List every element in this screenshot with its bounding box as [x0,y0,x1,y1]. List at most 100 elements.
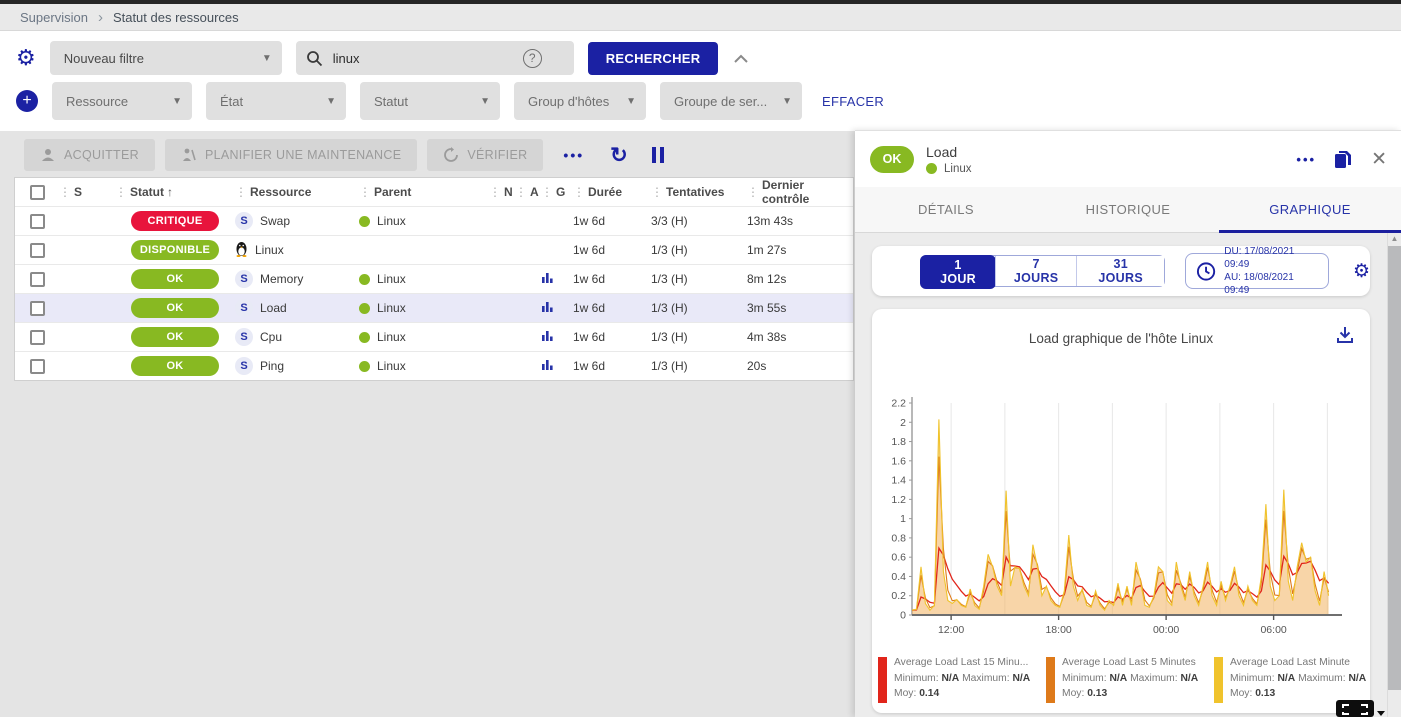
column-header-n[interactable]: ⋮ N [489,185,515,199]
column-header-tentatives[interactable]: ⋮ Tentatives [651,185,747,199]
more-actions-icon[interactable]: ••• [563,147,585,163]
drag-handle-icon[interactable]: ⋮ [115,185,127,199]
criteria-status-select[interactable]: Statut ▼ [360,82,500,120]
legend-item[interactable]: Average Load Last 15 Minu... Minimum: N/A… [878,655,1046,703]
column-header-dernier-contr-le[interactable]: ⋮ Dernier contrôle [747,178,853,206]
legend-min-max: Minimum: N/A Maximum: N/A [894,672,1031,684]
table-body: CRITIQUE S Swap Linux 1w 6d 3/3 (H) 13m 43s DIS… [15,206,853,380]
drag-handle-icon[interactable]: ⋮ [59,185,71,199]
graph-indicator-icon[interactable] [541,329,554,345]
select-all-checkbox[interactable] [29,184,45,200]
parent-name[interactable]: Linux [377,359,406,373]
drag-handle-icon[interactable]: ⋮ [651,185,663,199]
column-header-statut[interactable]: ⋮ Statut ↑ [115,185,235,199]
breadcrumb-section[interactable]: Supervision [20,9,88,25]
search-input[interactable] [332,50,513,66]
row-checkbox[interactable] [29,358,45,374]
column-header-s[interactable]: ⋮ S [59,185,115,199]
resource-name[interactable]: Linux [255,243,284,257]
tab-details[interactable]: DÉTAILS [917,202,975,217]
row-checkbox[interactable] [29,213,45,229]
graph-indicator-icon[interactable] [541,300,554,316]
resource-name[interactable]: Cpu [260,330,283,344]
search-help-icon[interactable]: ? [522,48,542,68]
table-header-row: ⋮ S ⋮ Statut ↑ ⋮ Ressource ⋮ Parent ⋮ N ⋮ A ⋮ G ⋮ Durée ⋮… [15,178,853,206]
legend-item[interactable]: Average Load Last Minute Minimum: N/A Max… [1214,655,1382,703]
copy-link-icon[interactable] [1334,150,1353,169]
export-graph-icon[interactable] [1336,326,1354,344]
collapse-filters-chevron-icon[interactable] [734,54,749,63]
row-checkbox[interactable] [29,271,45,287]
drag-handle-icon[interactable]: ⋮ [235,185,247,199]
filter-settings-gear-icon[interactable]: ⚙ [16,45,36,70]
graph-indicator-icon[interactable] [541,271,554,287]
tab-history[interactable]: HISTORIQUE [1085,202,1171,217]
column-header-g[interactable]: ⋮ G [541,185,573,199]
scrollbar-thumb[interactable] [1388,246,1401,690]
criteria-state-select[interactable]: État ▼ [206,82,346,120]
resource-cell: S Ping [235,357,359,375]
custom-date-range[interactable]: DU: 17/08/2021 09:49 AU: 18/08/2021 09:4… [1185,246,1329,296]
column-header-ressource[interactable]: ⋮ Ressource [235,185,359,199]
parent-name[interactable]: Linux [377,330,406,344]
drag-handle-icon[interactable]: ⋮ [747,185,759,199]
graph-settings-gear-icon[interactable]: ⚙ [1352,260,1370,282]
clear-filters-button[interactable]: EFFACER [822,93,885,109]
panel-scroll-area: 1 JOUR 7 JOURS 31 JOURS DU: 17/08/2021 0… [855,233,1401,717]
parent-name[interactable]: Linux [377,214,406,228]
drag-handle-icon[interactable]: ⋮ [515,185,527,199]
column-header-parent[interactable]: ⋮ Parent [359,185,489,199]
column-label: A [530,185,539,199]
resource-name[interactable]: Load [260,301,287,315]
parent-name[interactable]: Linux [377,272,406,286]
x-tick-label: 00:00 [1153,624,1179,636]
column-header-dur-e[interactable]: ⋮ Durée [573,185,651,199]
table-row-linux[interactable]: DISPONIBLE Linux 1w 6d 1/3 (H) 1m 27s [15,235,853,264]
column-header-a[interactable]: ⋮ A [515,185,541,199]
drag-handle-icon[interactable]: ⋮ [541,185,553,199]
resource-name[interactable]: Ping [260,359,285,373]
table-row-load[interactable]: OK S Load Linux 1w 6d 1/3 (H) 3m 55s [15,293,853,322]
sort-asc-icon[interactable]: ↑ [167,185,173,199]
drag-handle-icon[interactable]: ⋮ [489,185,501,199]
close-panel-icon[interactable]: ✕ [1371,148,1387,170]
legend-item[interactable]: Average Load Last 5 Minutes Minimum: N/A … [1046,655,1214,703]
legend-average: Moy: 0.13 [1230,688,1276,699]
table-row-memory[interactable]: OK S Memory Linux 1w 6d 1/3 (H) 8m 12s [15,264,853,293]
row-checkbox[interactable] [29,329,45,345]
resource-name[interactable]: Memory [260,272,304,286]
maintenance-button[interactable]: PLANIFIER UNE MAINTENANCE [164,139,418,171]
row-checkbox[interactable] [29,300,45,316]
search-box[interactable]: ? [295,41,574,75]
pause-icon[interactable] [644,147,672,163]
parent-name[interactable]: Linux [377,301,406,315]
screen-capture-indicator-icon[interactable] [1336,700,1386,717]
drag-handle-icon[interactable]: ⋮ [573,185,585,199]
criteria-resource-select[interactable]: Ressource ▼ [52,82,192,120]
range-7days-button[interactable]: 7 JOURS [995,256,1077,286]
parent-cell: Linux [359,330,489,344]
table-row-ping[interactable]: OK S Ping Linux 1w 6d 1/3 (H) 20s [15,351,853,380]
check-button[interactable]: VÉRIFIER [427,139,544,171]
scrollbar-up-arrow-icon[interactable]: ▲ [1390,234,1399,243]
graph-indicator-icon[interactable] [541,358,554,374]
breadcrumb-page[interactable]: Statut des ressources [112,9,239,25]
table-row-swap[interactable]: CRITIQUE S Swap Linux 1w 6d 3/3 (H) 13m 43s [15,206,853,235]
saved-filter-select[interactable]: Nouveau filtre ▼ [49,41,282,75]
criteria-servicegroup-select[interactable]: Groupe de ser... ▼ [660,82,802,120]
resource-name[interactable]: Swap [260,214,291,228]
range-1day-button[interactable]: 1 JOUR [920,255,997,289]
table-row-cpu[interactable]: OK S Cpu Linux 1w 6d 1/3 (H) 4m 38s [15,322,853,351]
tries-cell: 1/3 (H) [651,330,688,344]
criteria-hostgroup-select[interactable]: Group d'hôtes ▼ [514,82,646,120]
row-checkbox[interactable] [29,242,45,258]
acknowledge-button[interactable]: ACQUITTER [24,139,155,171]
last-check-cell: 8m 12s [747,272,787,286]
range-31days-button[interactable]: 31 JOURS [1076,256,1165,286]
refresh-icon[interactable]: ↻ [610,143,628,167]
drag-handle-icon[interactable]: ⋮ [359,185,371,199]
panel-more-icon[interactable]: ••• [1296,151,1317,167]
search-button[interactable]: RECHERCHER [587,41,719,75]
tab-graph[interactable]: GRAPHIQUE [1219,187,1401,233]
add-criteria-button[interactable]: + [16,90,38,112]
